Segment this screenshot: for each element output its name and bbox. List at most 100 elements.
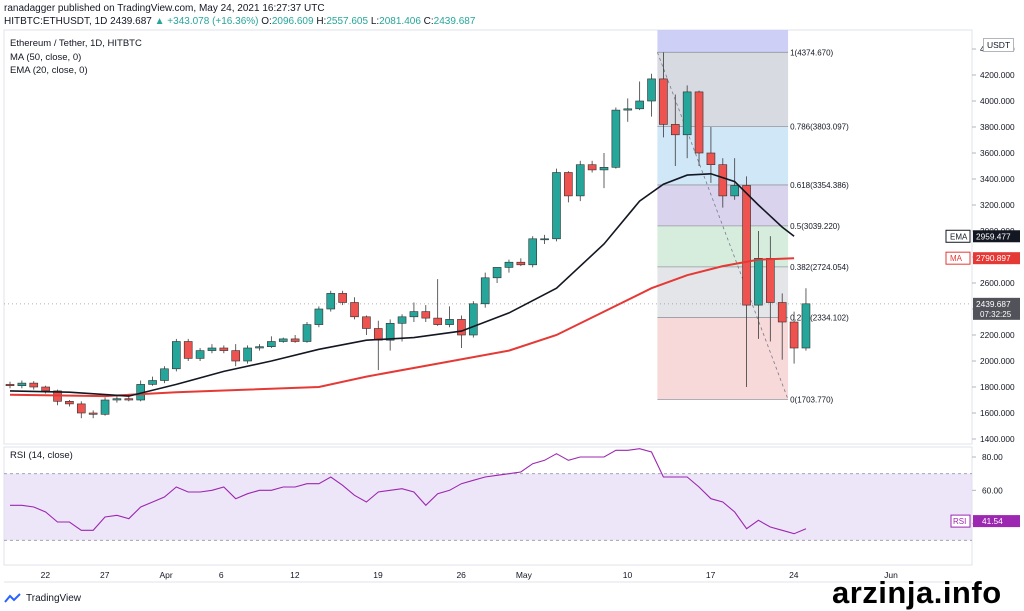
candle: [385, 322, 395, 341]
candle: [267, 341, 276, 347]
candle: [777, 302, 787, 323]
candle: [302, 324, 312, 342]
fib-trend-line: [657, 52, 789, 400]
candle: [480, 277, 490, 305]
fib-band: [657, 30, 789, 53]
price-tag-name: EMA: [950, 232, 968, 241]
x-tick-label: 12: [290, 570, 300, 580]
candle: [504, 261, 514, 268]
x-tick-label: 27: [100, 570, 110, 580]
fib-label: 0.786(3803.097): [790, 123, 849, 132]
fib-label: 1(4374.670): [790, 48, 833, 57]
candle: [397, 316, 407, 324]
candle: [789, 321, 799, 349]
tradingview-brand: TradingView: [26, 592, 82, 604]
x-tick-label: 26: [456, 570, 466, 580]
y-tick-label: 3600.000: [980, 148, 1015, 158]
currency-label[interactable]: USDT: [983, 38, 1015, 52]
candle: [623, 108, 633, 111]
candle: [445, 319, 454, 325]
price-tag-box: [973, 252, 1020, 265]
candle: [742, 185, 751, 306]
last-price: 2439.687: [110, 16, 152, 27]
candle: [373, 328, 383, 341]
rsi-tag-value: 41.54: [982, 516, 1003, 526]
candle: [231, 350, 241, 362]
candle: [635, 100, 644, 110]
candle: [183, 341, 193, 359]
chart-title: Ethereum / Tether, 1D, HITBTC: [10, 38, 142, 49]
candle: [492, 267, 502, 279]
y-tick-label: 4200.000: [980, 70, 1015, 80]
fib-band: [657, 317, 789, 400]
y-tick-label: 3200.000: [980, 200, 1015, 210]
publisher-line: ranadagger published on TradingView.com,…: [4, 3, 325, 14]
ema20-line: [9, 172, 795, 397]
candle: [659, 78, 668, 125]
candle: [801, 303, 811, 349]
price-change: ▲ +343.078 (+16.36%): [154, 16, 259, 27]
symbol-label: HITBTC:ETHUSDT, 1D: [4, 16, 108, 27]
watermark: arzinja.info: [832, 575, 1002, 610]
candle: [255, 346, 264, 349]
rsi-legend: RSI (14, close): [10, 450, 73, 461]
candle: [362, 316, 371, 329]
y-tick-label: 2600.000: [980, 278, 1015, 288]
close-label: C:: [423, 16, 434, 27]
rsi-band: [4, 473, 972, 541]
candle: [124, 398, 134, 401]
price-tag-box: [973, 230, 1020, 243]
candle: [694, 91, 704, 154]
y-tick-label: 4000.000: [980, 96, 1015, 106]
candle: [278, 338, 288, 342]
candle: [243, 347, 252, 362]
candle: [17, 382, 27, 387]
y-tick-label: 1400.000: [980, 434, 1015, 444]
price-tag-countdown: 07:32:25: [980, 310, 1012, 319]
candle: [207, 347, 217, 351]
main-pane: [3, 29, 973, 445]
candle: [540, 238, 549, 241]
candle: [409, 311, 419, 318]
fib-label: 0.5(3039.220): [790, 222, 840, 231]
candle: [682, 91, 692, 136]
candle: [76, 403, 86, 414]
rsi-tag-name: RSI: [953, 517, 966, 526]
candle: [148, 380, 157, 385]
candle: [730, 185, 739, 197]
open-value: 2096.609: [271, 16, 314, 27]
price-tag-value: 2959.477: [976, 231, 1011, 241]
candle: [350, 302, 359, 318]
candle: [112, 398, 122, 401]
x-tick-label: 19: [373, 570, 383, 580]
candle: [160, 368, 169, 381]
x-tick-label: 17: [706, 570, 716, 580]
candle: [469, 303, 478, 336]
tradingview-icon: [4, 593, 21, 603]
ema-legend: EMA (20, close, 0): [10, 65, 88, 76]
candle: [718, 164, 728, 197]
fib-label: 0.618(3354.386): [790, 181, 849, 190]
candle: [528, 238, 538, 266]
candle: [564, 172, 573, 197]
y-tick-label: 1600.000: [980, 408, 1015, 418]
rsi-y-tick-label: 60.00: [982, 485, 1003, 495]
candle: [290, 338, 300, 342]
candle: [599, 167, 609, 171]
y-tick-label: 3800.000: [980, 122, 1015, 132]
rsi-tag-box: [973, 515, 1020, 528]
candle: [706, 152, 716, 165]
price-tag-name-box: [945, 229, 971, 243]
candle: [88, 412, 98, 415]
tradingview-logo[interactable]: TradingView: [4, 592, 81, 604]
fib-label: 0(1703.770): [790, 396, 833, 405]
candle: [421, 311, 431, 319]
x-tick-label: May: [516, 570, 533, 580]
price-tag-box: [973, 297, 1020, 320]
candle: [647, 78, 656, 102]
open-label: O:: [261, 16, 272, 27]
low-label: L:: [370, 16, 380, 27]
candle: [575, 164, 585, 197]
x-tick-label: 6: [219, 570, 224, 580]
